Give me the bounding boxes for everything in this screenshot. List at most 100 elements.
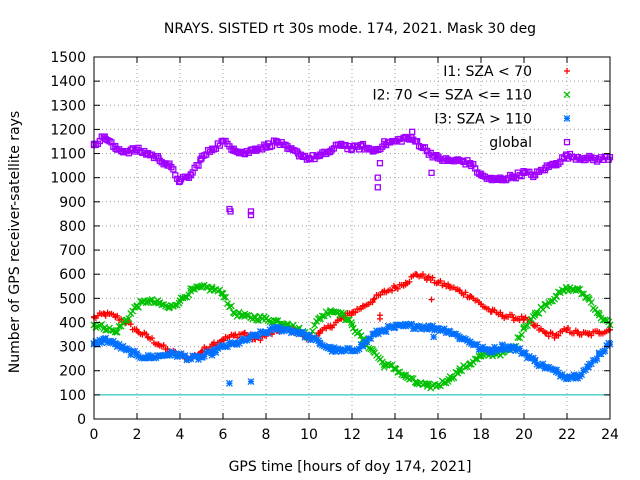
series-point bbox=[516, 334, 524, 342]
series-point bbox=[425, 380, 433, 388]
series-global bbox=[90, 128, 614, 219]
x-tick-label: 12 bbox=[343, 427, 361, 443]
series-outlier bbox=[247, 378, 255, 386]
data-series bbox=[90, 128, 614, 392]
legend-label-sza-lt-70: I1: SZA < 70 bbox=[443, 64, 532, 80]
series-point bbox=[549, 330, 556, 337]
series-point bbox=[225, 303, 233, 311]
y-tick-label: 700 bbox=[59, 243, 86, 259]
series-point bbox=[465, 360, 473, 368]
series-point bbox=[406, 278, 413, 285]
series-point bbox=[570, 286, 578, 294]
series-point bbox=[175, 299, 183, 307]
x-tick-label: 0 bbox=[90, 427, 99, 443]
x-tick-label: 2 bbox=[133, 427, 142, 443]
series-point bbox=[133, 303, 141, 311]
series-point bbox=[555, 332, 562, 339]
series-point bbox=[227, 302, 235, 310]
series-point bbox=[531, 356, 539, 364]
series-point bbox=[601, 347, 609, 355]
series-point bbox=[605, 318, 613, 326]
series-point bbox=[545, 333, 552, 340]
legend-marker-sza-lt-70 bbox=[564, 68, 570, 74]
series-point bbox=[369, 299, 376, 306]
y-tick-label: 1200 bbox=[50, 122, 86, 138]
series-point bbox=[216, 286, 224, 294]
y-tick-label: 1500 bbox=[50, 50, 86, 66]
y-tick-label: 500 bbox=[59, 291, 86, 307]
series-point bbox=[224, 300, 231, 308]
series-point bbox=[518, 331, 526, 339]
series-point bbox=[582, 294, 589, 302]
legend: I1: SZA < 70 I2: 70 <= SZA <= 110 I3: SZA … bbox=[372, 64, 571, 151]
series-point bbox=[185, 291, 193, 299]
series-point bbox=[388, 287, 395, 294]
y-tick-label: 1100 bbox=[50, 147, 86, 163]
x-tick-label: 22 bbox=[558, 427, 576, 443]
series-point bbox=[585, 331, 592, 338]
series-point bbox=[574, 328, 581, 335]
series-outlier bbox=[374, 174, 381, 181]
series-point bbox=[394, 285, 401, 292]
series-point bbox=[429, 381, 437, 389]
series-point bbox=[170, 166, 177, 173]
series-point bbox=[547, 297, 555, 305]
series-point bbox=[336, 311, 344, 319]
series-point bbox=[369, 346, 377, 354]
series-outlier bbox=[428, 296, 435, 303]
series-point bbox=[565, 325, 572, 332]
series-point bbox=[533, 309, 541, 317]
series-point bbox=[564, 287, 572, 295]
series-point bbox=[378, 358, 386, 366]
y-tick-label: 0 bbox=[77, 412, 86, 428]
legend-label-sza-gt-110: I3: SZA > 110 bbox=[434, 111, 532, 127]
y-tick-label: 1400 bbox=[50, 74, 86, 90]
series-point bbox=[222, 293, 230, 301]
series-point bbox=[135, 303, 142, 311]
series-point bbox=[400, 371, 408, 379]
series-point bbox=[220, 293, 228, 301]
y-tick-label: 300 bbox=[59, 340, 86, 356]
series-outlier bbox=[409, 128, 416, 135]
series-point bbox=[371, 295, 378, 302]
series-point bbox=[234, 334, 241, 341]
series-point bbox=[196, 283, 204, 291]
series-point bbox=[158, 301, 166, 309]
series-point bbox=[195, 283, 202, 291]
series-point bbox=[448, 374, 456, 382]
series-sza-gt-110 bbox=[90, 320, 614, 387]
x-tick-label: 20 bbox=[515, 427, 533, 443]
x-tick-label: 10 bbox=[300, 427, 318, 443]
series-point bbox=[471, 355, 479, 363]
series-point bbox=[601, 316, 609, 324]
series-point bbox=[605, 327, 612, 334]
series-outlier bbox=[428, 169, 435, 176]
series-point bbox=[255, 317, 262, 324]
series-point bbox=[523, 322, 531, 329]
series-point bbox=[504, 342, 512, 350]
chart-title: NRAYS. SISTED rt 30s mode. 174, 2021. Ma… bbox=[164, 21, 536, 37]
series-point bbox=[208, 283, 216, 291]
series-point bbox=[588, 332, 595, 339]
legend-marker-global bbox=[563, 138, 571, 146]
axis-tick-labels: 0 2 4 6 8 10 12 14 16 18 20 22 240100200300400500600… bbox=[50, 50, 619, 443]
series-point bbox=[237, 312, 245, 320]
series-outlier bbox=[376, 160, 384, 167]
series-point bbox=[235, 308, 243, 316]
series-point bbox=[149, 335, 156, 342]
series-point bbox=[454, 369, 462, 377]
legend-label-sza-70-110: I2: 70 <= SZA <= 110 bbox=[372, 88, 532, 104]
series-outlier bbox=[225, 379, 233, 387]
series-point bbox=[160, 342, 167, 349]
series-point bbox=[365, 344, 373, 352]
series-point bbox=[440, 379, 448, 387]
series-point bbox=[595, 309, 603, 317]
series-outlier bbox=[430, 333, 438, 341]
series-point bbox=[198, 282, 206, 290]
series-point bbox=[355, 328, 363, 336]
series-point bbox=[127, 321, 134, 328]
series-point bbox=[121, 317, 129, 325]
series-point bbox=[425, 273, 432, 280]
y-tick-label: 800 bbox=[59, 219, 86, 235]
series-outlier bbox=[247, 208, 255, 215]
